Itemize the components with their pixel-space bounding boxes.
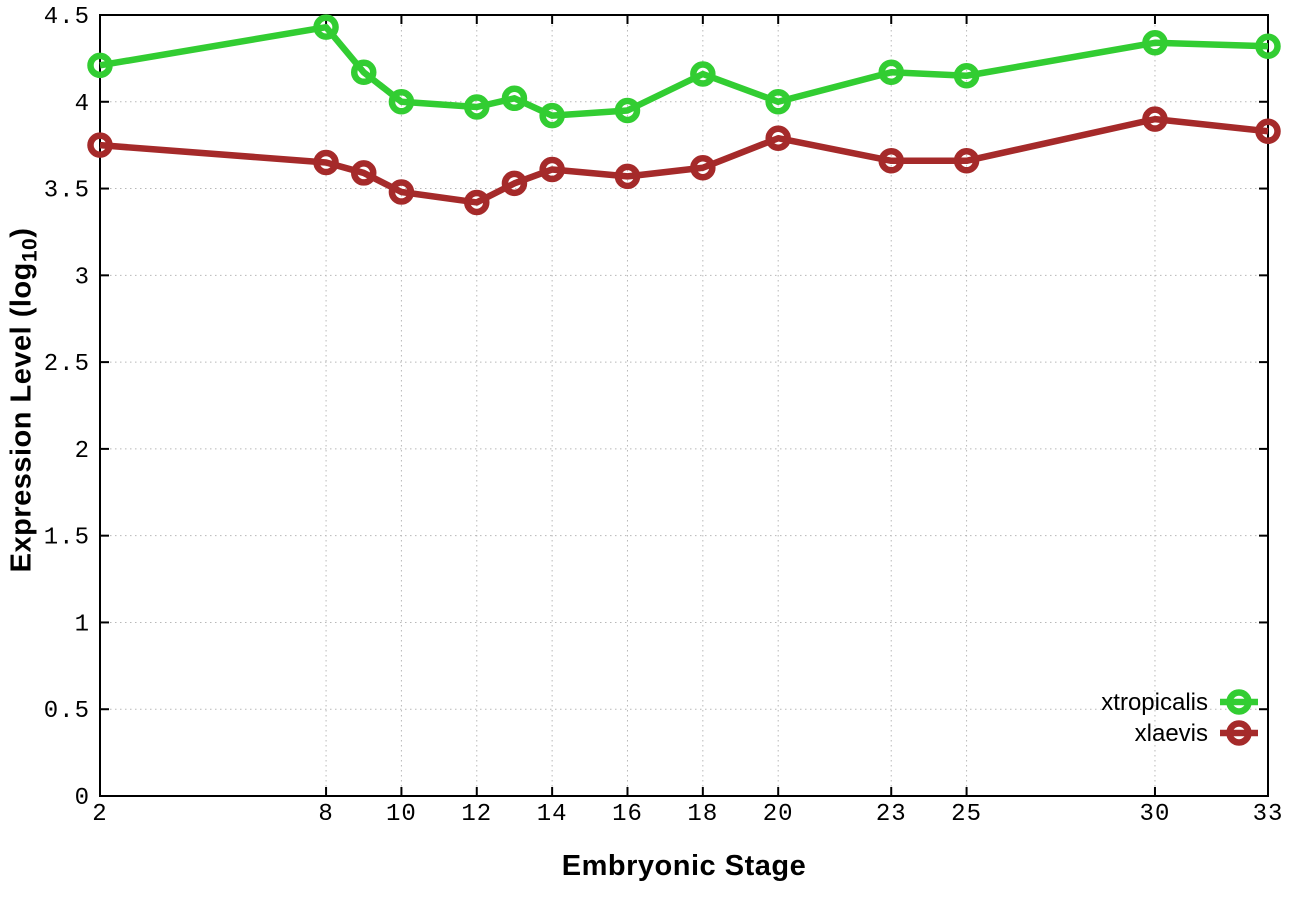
x-tick-label: 30 xyxy=(1140,801,1171,828)
data-point-marker-xtropicalis xyxy=(87,52,113,79)
data-point-marker-xtropicalis xyxy=(350,59,377,86)
x-tick-label: 8 xyxy=(318,801,333,828)
x-tick-label: 2 xyxy=(92,801,107,828)
x-tick-label: 14 xyxy=(537,801,568,828)
data-point-marker-xtropicalis xyxy=(313,14,339,40)
y-tick-label: 1.5 xyxy=(44,525,90,552)
x-tick-label: 20 xyxy=(763,801,794,828)
y-axis-title-close: ) xyxy=(5,227,38,238)
y-tick-label: 2.5 xyxy=(44,351,90,378)
x-tick-label: 25 xyxy=(951,801,982,828)
y-tick-label: 0.5 xyxy=(44,698,90,725)
data-point-marker-xlaevis xyxy=(464,189,490,216)
data-point-marker-xtropicalis xyxy=(765,89,791,115)
legend-sample-marker-xlaevis xyxy=(1226,720,1252,746)
y-tick-label: 2 xyxy=(75,438,90,465)
x-tick-label: 10 xyxy=(386,801,417,828)
x-tick-label: 23 xyxy=(876,801,907,828)
data-point-marker-xlaevis xyxy=(765,125,791,151)
data-point-marker-xlaevis xyxy=(1255,118,1281,145)
data-point-marker-xlaevis xyxy=(539,156,565,183)
data-point-marker-xtropicalis xyxy=(1255,33,1281,59)
legend-label-xlaevis: xlaevis xyxy=(1135,720,1208,747)
y-tick-label: 4 xyxy=(75,91,90,118)
data-point-marker-xlaevis xyxy=(350,160,377,186)
data-point-marker-xtropicalis xyxy=(614,97,641,124)
y-tick-label: 1 xyxy=(75,611,90,638)
data-point-marker-xlaevis xyxy=(313,149,339,176)
y-axis-title: Expression Level (log10) xyxy=(6,228,43,573)
x-axis-title: Embryonic Stage xyxy=(562,850,806,883)
y-axis-title-text: Expression Level (log xyxy=(5,262,38,573)
x-tick-label: 16 xyxy=(612,801,643,828)
data-point-marker-xlaevis xyxy=(388,179,415,205)
data-point-marker-xtropicalis xyxy=(464,94,490,120)
x-tick-label: 12 xyxy=(461,801,492,828)
y-axis-title-subscript: 10 xyxy=(18,237,42,263)
data-point-marker-xlaevis xyxy=(690,154,716,181)
x-tick-label: 33 xyxy=(1253,801,1284,828)
y-tick-label: 4.5 xyxy=(44,4,90,31)
data-point-marker-xlaevis xyxy=(87,132,113,158)
data-point-marker-xlaevis xyxy=(953,148,980,174)
y-tick-label: 3 xyxy=(75,264,90,291)
legend-sample-marker-xtropicalis xyxy=(1226,689,1252,715)
data-point-marker-xlaevis xyxy=(1142,106,1168,132)
series-line-xtropicalis xyxy=(99,23,1269,119)
x-tick-label: 18 xyxy=(687,801,718,828)
data-point-marker-xtropicalis xyxy=(501,85,528,112)
data-point-marker-xtropicalis xyxy=(953,62,980,89)
series-line-xlaevis xyxy=(99,115,1269,206)
data-point-marker-xlaevis xyxy=(614,163,641,190)
y-tick-label: 3.5 xyxy=(44,178,90,205)
data-point-marker-xlaevis xyxy=(501,170,528,197)
plot-border xyxy=(99,14,1269,797)
legend-label-xtropicalis: xtropicalis xyxy=(1101,689,1208,716)
data-point-marker-xtropicalis xyxy=(539,102,565,129)
data-point-marker-xtropicalis xyxy=(1142,30,1168,56)
data-point-marker-xtropicalis xyxy=(388,89,415,115)
y-tick-label: 0 xyxy=(75,785,90,812)
data-point-marker-xlaevis xyxy=(878,148,904,174)
data-point-marker-xtropicalis xyxy=(690,61,716,87)
data-point-marker-xtropicalis xyxy=(878,59,904,86)
x-axis-title-text: Embryonic Stage xyxy=(561,850,807,882)
